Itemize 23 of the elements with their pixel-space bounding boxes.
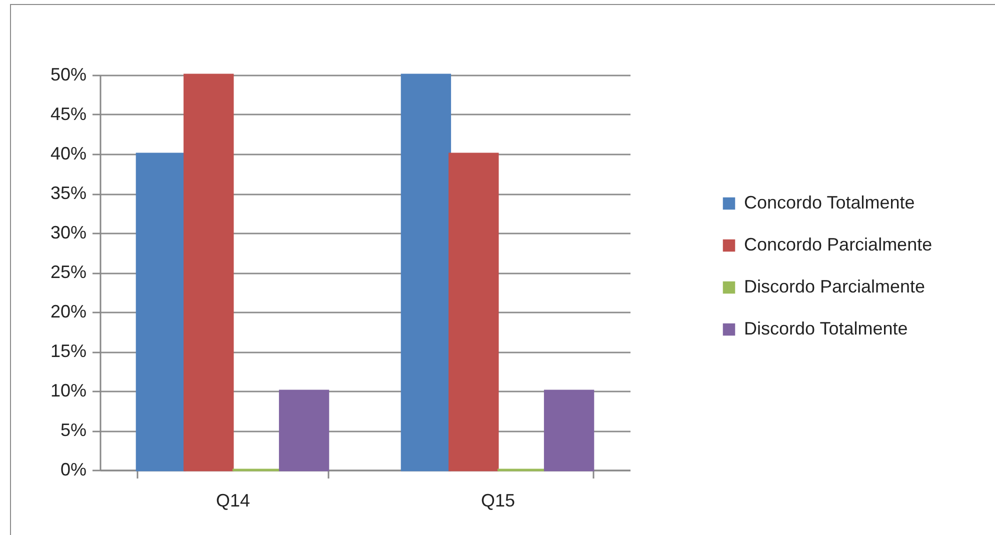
y-tick-label: 40% xyxy=(50,144,86,164)
bar xyxy=(136,152,186,472)
bar xyxy=(544,390,594,472)
y-tick-label: 20% xyxy=(50,302,86,322)
y-tick-label: 25% xyxy=(50,262,86,282)
bar xyxy=(184,74,234,472)
y-tick-label: 35% xyxy=(50,183,86,203)
y-tick-label: 5% xyxy=(60,420,86,440)
bar xyxy=(400,74,452,472)
y-tick-label: 30% xyxy=(50,222,86,242)
legend-label: Discordo Totalmente xyxy=(744,318,908,338)
y-tick-label: 50% xyxy=(50,64,86,84)
legend-label: Concordo Totalmente xyxy=(744,192,915,212)
y-tick-label: 15% xyxy=(50,341,86,361)
y-tick-label: 10% xyxy=(50,380,86,400)
legend-label: Discordo Parcialmente xyxy=(744,276,926,296)
x-tick-label: Q14 xyxy=(216,490,250,510)
x-tick-label: Q15 xyxy=(480,490,516,510)
legend-label: Concordo Parcialmente xyxy=(744,234,932,254)
y-tick-label: 45% xyxy=(50,104,86,124)
bar xyxy=(278,390,330,472)
y-tick-label: 0% xyxy=(60,460,86,480)
bar xyxy=(448,152,499,472)
